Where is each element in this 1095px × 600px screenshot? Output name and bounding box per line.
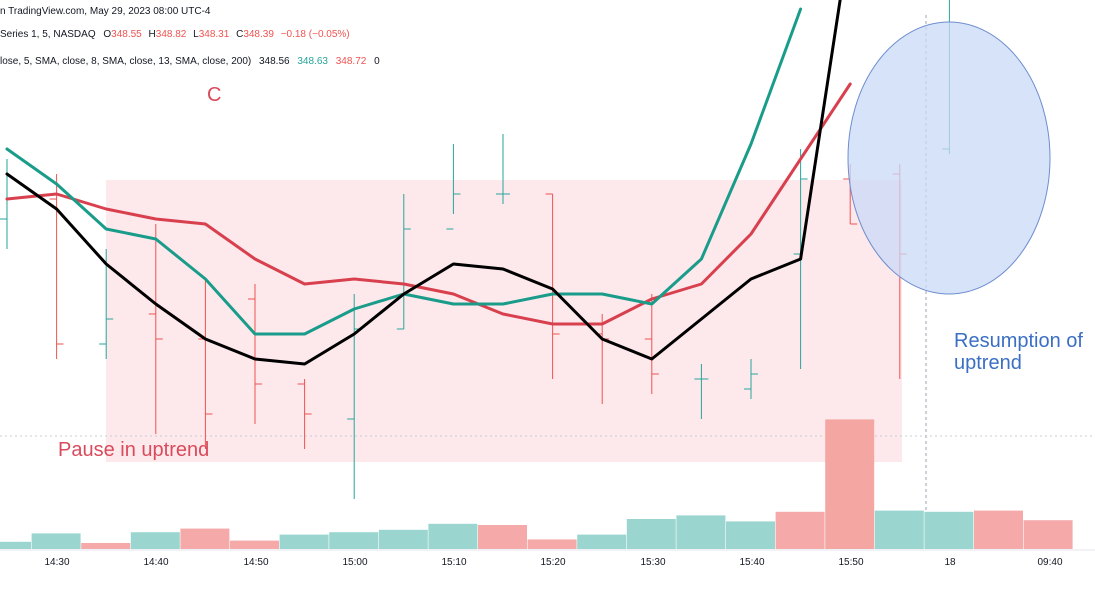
- ma-red-value: 348.72: [336, 56, 367, 67]
- pause-label: Pause in uptrend: [58, 439, 209, 461]
- time-tick-label: 14:40: [143, 557, 168, 568]
- ohlc-legend: Series 1, 5, NASDAQ O348.55 H348.82 L348…: [0, 29, 350, 40]
- ohlc-bar: [99, 249, 114, 359]
- volume-bar: [478, 525, 527, 549]
- ma-green-value: 348.63: [297, 56, 328, 67]
- volume-bar: [329, 532, 379, 549]
- time-axis: 14:30 14:40 14:50 15:00 15:10 15:20 15:30 15:40…: [44, 557, 1062, 568]
- ma-black-line: [5, 0, 842, 366]
- time-tick-label: 18: [944, 557, 956, 568]
- ohlc-bar: [396, 194, 411, 330]
- time-tick-label: 09:40: [1037, 557, 1062, 568]
- time-tick-label: 15:20: [540, 557, 565, 568]
- series-name: Series 1, 5, NASDAQ: [0, 29, 96, 40]
- ohlc-bars: [0, 0, 950, 499]
- volume-bar: [230, 540, 279, 549]
- volume-bars: [0, 419, 1073, 549]
- ma-zero-value: 0: [374, 56, 380, 67]
- volume-bar: [81, 543, 131, 549]
- ohlc-bar: [446, 144, 461, 230]
- volume-bar: [626, 519, 676, 549]
- volume-bar: [378, 529, 428, 549]
- ohlc-bar: [744, 359, 758, 399]
- time-tick-label: 15:40: [739, 557, 764, 568]
- volume-bar: [428, 523, 478, 549]
- volume-bar: [726, 521, 775, 549]
- ma-red-line: [5, 82, 852, 326]
- volume-bar: [924, 511, 974, 549]
- time-tick-label: 15:30: [640, 557, 665, 568]
- resumption-ellipse: [847, 21, 1051, 295]
- volume-bar: [130, 532, 180, 549]
- time-tick-label: 15:50: [838, 557, 863, 568]
- ma-legend: lose, 5, SMA, close, 8, SMA, close, 13, …: [0, 56, 380, 67]
- ohlc-bar: [49, 174, 64, 359]
- ohlc-bar: [545, 193, 560, 379]
- resumption-label-line2: uptrend: [954, 352, 1022, 374]
- wave-c-label: C: [207, 84, 221, 106]
- moving-averages: [5, 0, 852, 366]
- volume-bar: [180, 528, 230, 549]
- change-value: −0.18 (−0.05%): [281, 29, 350, 40]
- volume-bar: [527, 539, 577, 549]
- time-tick-label: 14:30: [44, 557, 69, 568]
- ohlc-bar: [694, 364, 709, 419]
- volume-bar: [1023, 520, 1073, 549]
- ohlc-bar: [496, 134, 510, 204]
- open-value: 348.55: [111, 29, 142, 40]
- open-label: O: [103, 29, 111, 40]
- volume-bar: [577, 534, 627, 549]
- high-value: 348.82: [156, 29, 187, 40]
- low-label: L: [193, 29, 199, 40]
- volume-bar: [31, 533, 81, 549]
- volume-bar: [676, 515, 726, 549]
- time-tick-label: 15:10: [441, 557, 466, 568]
- ohlc-bar: [148, 224, 163, 434]
- ma-legend-prefix: lose, 5, SMA, close, 8, SMA, close, 13, …: [0, 56, 251, 67]
- close-value: 348.39: [243, 29, 274, 40]
- ohlc-bar: [248, 284, 262, 424]
- volume-bar: [0, 541, 31, 549]
- time-tick-label: 15:00: [342, 557, 367, 568]
- time-tick-label: 14:50: [243, 557, 268, 568]
- close-label: C: [236, 29, 243, 40]
- volume-bar: [874, 510, 924, 549]
- ma-black-value: 348.56: [259, 56, 290, 67]
- volume-bar: [279, 534, 329, 549]
- volume-bar: [775, 511, 825, 549]
- pause-zone: [106, 180, 902, 462]
- ohlc-bar: [644, 294, 659, 394]
- resumption-label: Resumption of: [954, 330, 1083, 352]
- volume-bar: [825, 419, 875, 549]
- chart-source-line: n TradingView.com, May 29, 2023 08:00 UT…: [0, 6, 211, 17]
- ohlc-bar: [297, 379, 312, 449]
- volume-bar: [974, 510, 1023, 549]
- low-value: 348.31: [199, 29, 230, 40]
- high-label: H: [149, 29, 156, 40]
